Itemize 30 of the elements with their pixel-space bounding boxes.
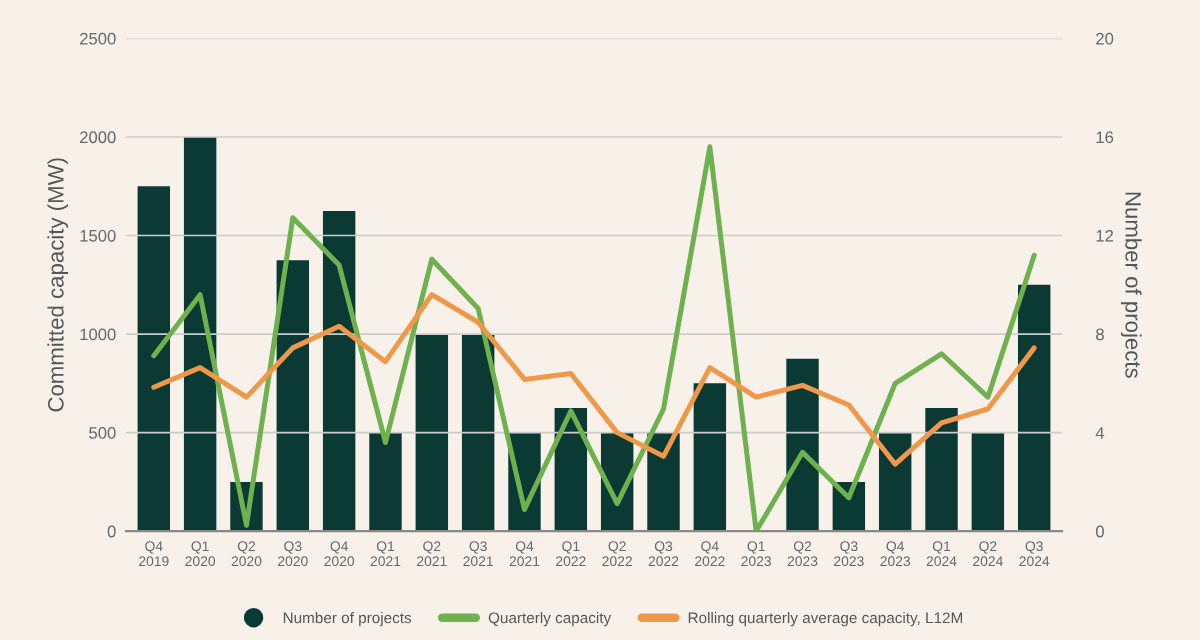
bar — [693, 383, 727, 532]
y-axis-title: Committed capacity (MW) — [47, 158, 69, 412]
y-tick-label: 500 — [89, 427, 116, 439]
bar — [276, 260, 310, 532]
bar — [878, 432, 912, 532]
y-tick-label: 1500 — [80, 229, 116, 242]
y-tick-label: 0 — [107, 525, 116, 538]
bar — [137, 186, 171, 532]
y2-tick-label: 16 — [1096, 131, 1114, 144]
bar — [183, 136, 217, 532]
y-tick-label: 2500 — [80, 32, 116, 45]
bar — [971, 432, 1005, 532]
bar — [369, 432, 402, 532]
y2-tick-label: 12 — [1096, 229, 1114, 242]
bar — [925, 408, 958, 532]
bar — [647, 432, 680, 532]
y-tick-label: 1000 — [80, 328, 116, 341]
bar — [1017, 284, 1051, 532]
y2-tick-label: 8 — [1096, 328, 1104, 341]
y2-tick-label: 4 — [1095, 427, 1105, 439]
y-tick-label: 2000 — [80, 131, 116, 144]
y2-tick-label: 0 — [1095, 525, 1104, 538]
y2-tick-label: 20 — [1096, 32, 1114, 45]
bar — [786, 358, 819, 532]
bar — [461, 334, 495, 532]
bar — [415, 334, 449, 532]
bar — [322, 210, 356, 532]
line-series — [151, 292, 1037, 467]
y2-axis-title: Number of projects — [1120, 192, 1142, 378]
line-series — [151, 144, 1037, 532]
